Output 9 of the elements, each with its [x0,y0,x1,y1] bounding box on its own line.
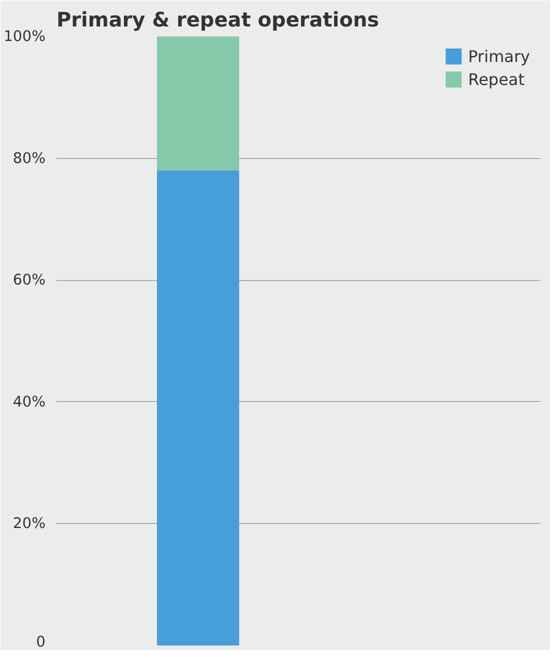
legend-label: Repeat [468,70,524,88]
y-tick-label: 100% [4,28,46,45]
y-tick-label: 40% [12,393,46,410]
y-tick-label: 20% [12,515,46,532]
y-tick-label: 60% [12,272,46,289]
legend-label: Primary [468,46,530,66]
chart-title: Primary & repeat operations [56,8,380,32]
y-tick-label: 80% [12,150,46,167]
y-tick-label: 0 [36,634,46,650]
